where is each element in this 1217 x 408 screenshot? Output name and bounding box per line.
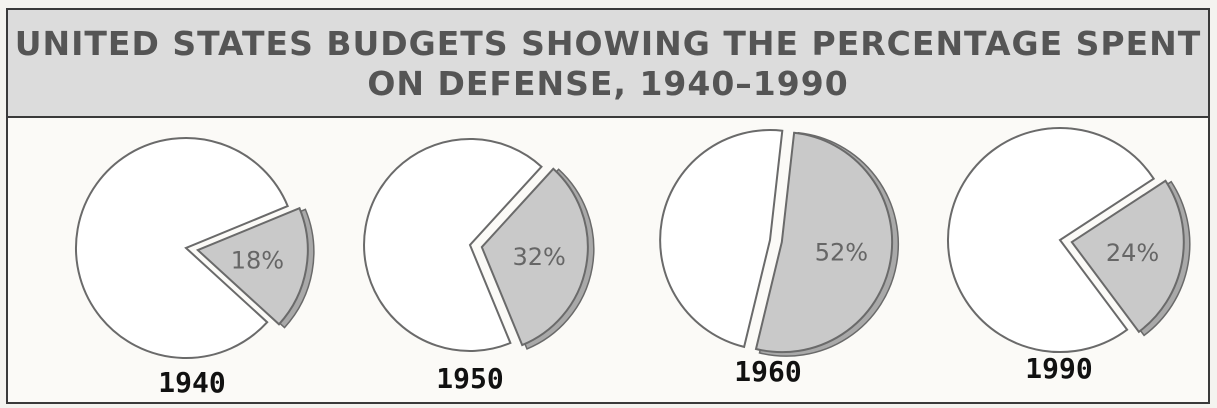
pie-slice-defense [754,131,894,354]
pie-slice-other [659,129,784,349]
year-label: 1960 [734,355,801,388]
pie-slice-other [363,137,543,352]
pie-slice-other [75,137,290,359]
slice-percent-label: 24% [1106,239,1159,267]
year-label: 1990 [1025,352,1092,385]
year-label: 1950 [436,362,503,395]
pie-slice-defense [195,206,309,326]
slice-percent-label: 32% [513,243,566,271]
slice-percent-label: 18% [231,247,284,275]
pie-slice-defense [1070,179,1185,334]
chart-title-line-2: ON DEFENSE, 1940–1990 [367,64,849,103]
pie-slice-other [947,127,1156,354]
pie-slice-defense [480,167,589,347]
year-label: 1940 [158,366,225,399]
title-band: UNITED STATES BUDGETS SHOWING THE PERCEN… [8,10,1208,118]
chart-title-line-1: UNITED STATES BUDGETS SHOWING THE PERCEN… [14,24,1202,63]
slice-percent-label: 52% [815,239,868,267]
